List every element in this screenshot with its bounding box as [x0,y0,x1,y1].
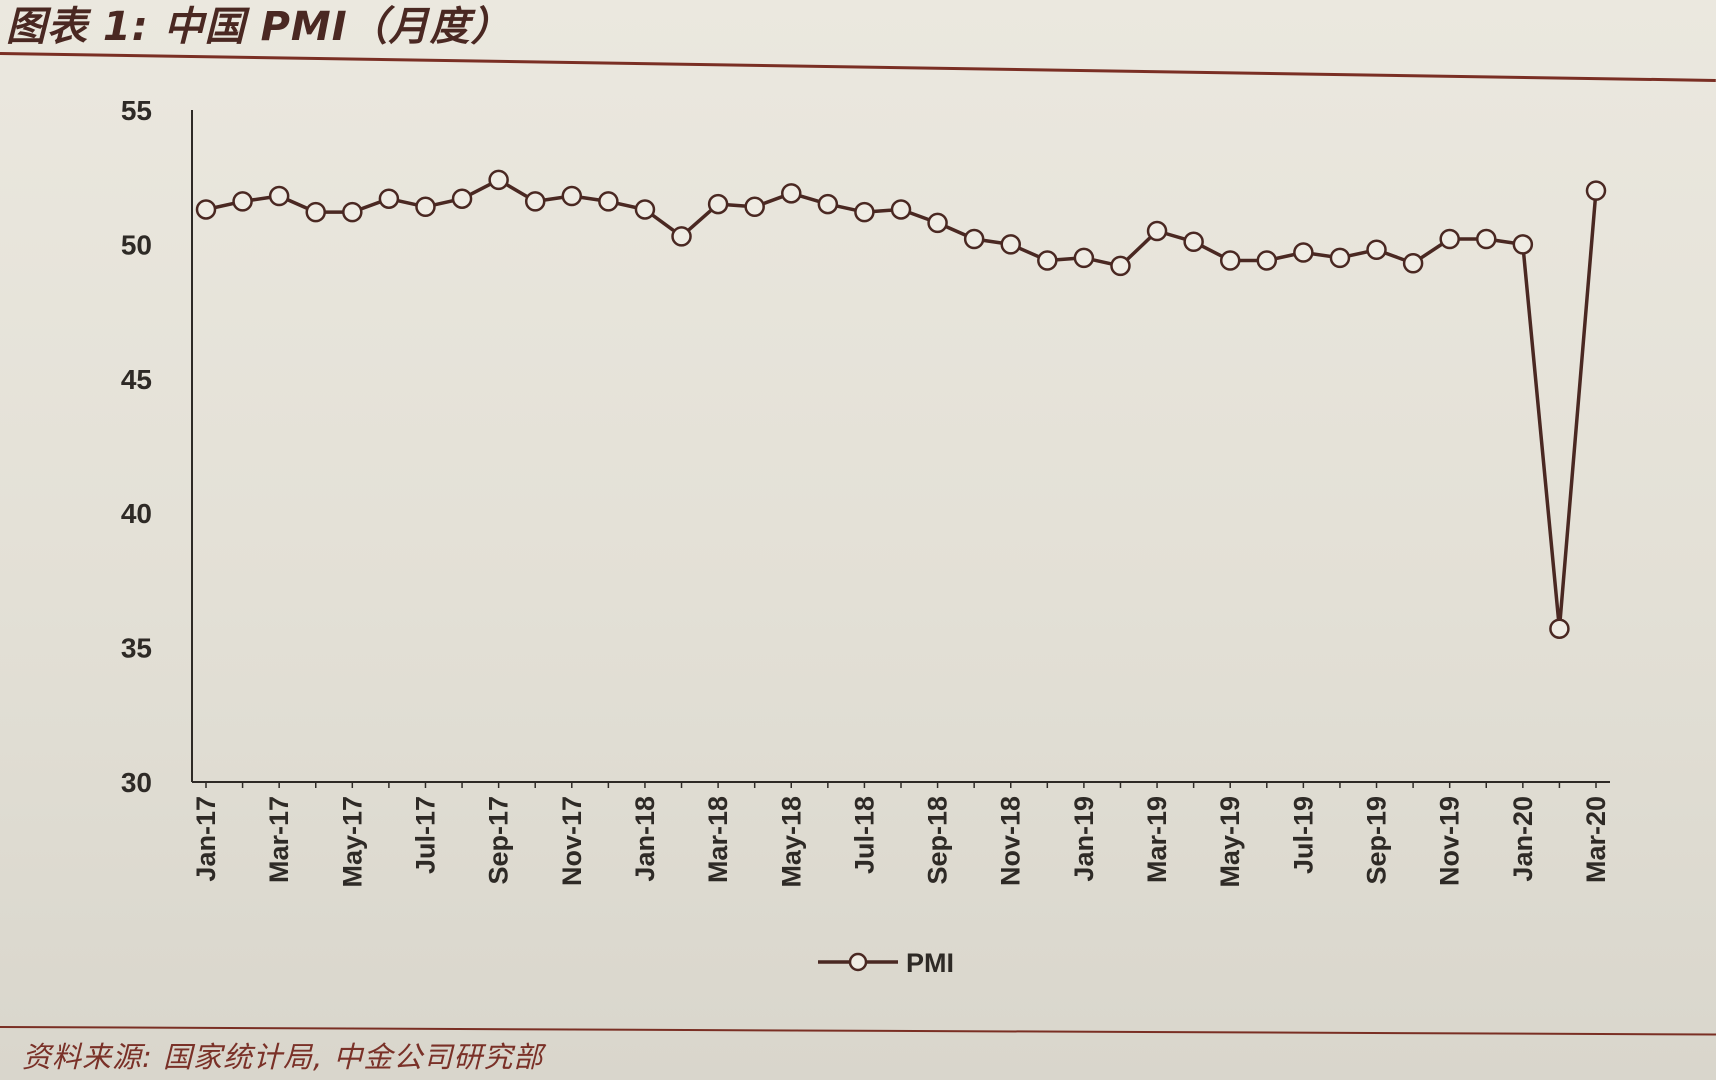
x-tick-label: May-19 [1215,796,1245,888]
data-point [963,228,985,250]
data-point [598,191,619,212]
data-point [268,185,290,207]
x-tick-label: May-18 [776,796,806,888]
y-tick-label: 50 [121,229,152,260]
source-note: 资料来源: 国家统计局, 中金公司研究部 [22,1040,544,1074]
y-axis-ticks: 30 35 40 45 50 55 [121,95,152,798]
x-tick-label: Jan-18 [630,796,660,882]
data-point [1402,252,1424,274]
series-line-pmi [205,178,1598,631]
data-point [1146,220,1168,242]
series-layer [195,169,1607,640]
data-point [561,185,583,207]
data-point [1110,255,1131,277]
x-tick-label: Mar-18 [703,796,733,883]
data-point [1512,234,1534,255]
data-point [1329,247,1351,269]
y-tick-label: 45 [121,364,152,395]
x-tick-label: Jul-18 [849,796,879,874]
data-point [744,196,765,218]
pmi-line-chart: 30 35 40 45 50 55 Jan-17 Mar-17 May-17 Jul-17 Sep… [121,95,1611,978]
x-tick-label: Jul-17 [410,796,440,874]
data-point [1366,239,1387,261]
data-point [451,188,473,209]
data-point [1293,242,1314,263]
x-tick-label: Jul-19 [1288,796,1318,874]
data-point [305,201,326,223]
data-point [415,196,436,218]
data-point [1439,228,1460,250]
figure-title: 图表 1: 中国 PMI（月度） [6,4,512,50]
data-point [488,169,509,191]
legend-marker-swatch [848,952,868,972]
data-point [1183,231,1204,252]
data-point [707,193,729,215]
x-tick-label: Nov-19 [1435,796,1465,886]
y-tick-label: 40 [121,498,152,529]
data-point [1037,250,1058,271]
x-tick-label: Nov-18 [996,796,1026,886]
data-point [342,201,363,223]
data-point [232,191,253,212]
x-tick-label: Mar-19 [1142,796,1172,883]
data-point [1549,618,1570,640]
x-tick-label: Jan-19 [1069,796,1099,882]
x-tick-label: Nov-17 [557,796,587,886]
data-point [1219,250,1241,271]
data-point [1000,234,1021,255]
data-point [1073,247,1095,269]
x-tick-label: May-17 [337,796,367,888]
data-point [1585,180,1607,201]
data-point [1256,250,1278,271]
data-point [671,226,692,247]
data-point [781,183,802,204]
data-point [378,188,400,209]
data-point [1476,228,1497,250]
figure-header: 图表 1: 中国 PMI（月度） [0,0,1716,82]
x-tick-label: Sep-19 [1362,796,1392,885]
x-tick-label: Mar-20 [1581,796,1611,883]
data-point [524,191,546,212]
y-tick-label: 30 [121,767,152,798]
x-tick-label: Sep-18 [923,796,953,885]
y-tick-label: 35 [121,633,152,664]
data-point [927,212,948,234]
x-tick-label: Mar-17 [264,796,294,883]
data-point [634,199,656,220]
data-point [890,199,912,220]
data-point [195,199,217,220]
x-tick-label: Jan-20 [1508,796,1538,882]
x-axis-ticks: Jan-17 Mar-17 May-17 Jul-17 Sep-17 Nov-17 Jan-… [191,782,1611,888]
x-tick-label: Jan-17 [191,796,221,882]
data-point [817,193,839,215]
data-point [854,201,875,223]
legend-label: PMI [906,948,954,978]
chart-legend: PMI [818,948,954,978]
y-tick-label: 55 [121,95,152,126]
x-tick-label: Sep-17 [484,796,514,885]
